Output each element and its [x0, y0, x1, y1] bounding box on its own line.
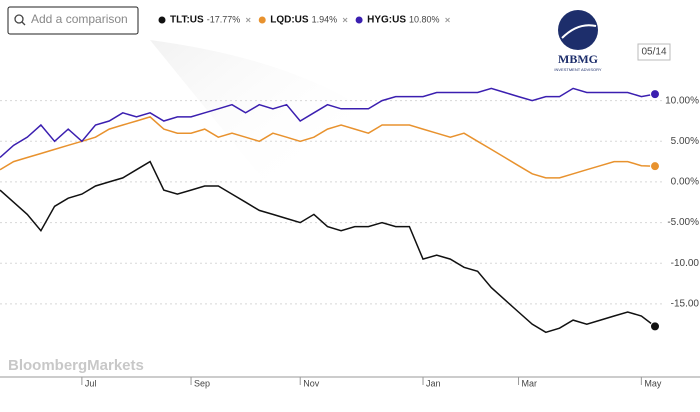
search-box[interactable] [7, 6, 139, 35]
legend-value: 1.94% [312, 14, 338, 24]
x-tick-label: Jul [85, 378, 97, 388]
y-tick-label: -10.00 [671, 258, 700, 269]
watermark: BloombergMarkets [8, 357, 144, 374]
y-tick-label: -15.00 [671, 298, 700, 309]
logo-globe [558, 10, 598, 50]
y-tick-label: 0.00% [671, 177, 699, 188]
date-label: 05/14 [641, 47, 666, 58]
logo-name: MBMG [558, 52, 598, 66]
legend-value: -17.77% [207, 14, 241, 24]
y-tick-label: 5.00% [671, 136, 699, 147]
x-tick-label: Nov [303, 378, 320, 388]
end-dot [650, 321, 660, 332]
legend-name: HYG:US [367, 15, 406, 26]
date-box [637, 43, 671, 61]
legend-dot [355, 16, 363, 24]
x-tick-label: Mar [522, 378, 538, 388]
series-line [0, 116, 656, 179]
y-tick-label: 10.00% [665, 95, 699, 106]
legend-dot [258, 16, 266, 24]
search-icon [21, 21, 26, 26]
logo-swoosh [561, 24, 597, 39]
legend-close[interactable] [445, 17, 450, 23]
legend-dot [158, 16, 166, 24]
search-placeholder[interactable]: Add a comparison [31, 12, 128, 26]
x-tick-label: May [644, 378, 662, 388]
end-dot [650, 89, 660, 100]
logo-tagline: INVESTMENT ADVISORY [554, 67, 602, 72]
legend-name: LQD:US [270, 15, 309, 26]
x-tick-label: Sep [194, 378, 210, 388]
legend-value: 10.80% [409, 14, 440, 24]
series-line [0, 160, 656, 334]
page-curl [150, 40, 440, 260]
x-tick-label: Jan [426, 378, 441, 388]
legend-name: TLT:US [170, 15, 204, 26]
series-line [0, 87, 656, 159]
end-dot [650, 161, 660, 172]
y-tick-label: -5.00% [667, 217, 699, 228]
search-icon [14, 14, 24, 24]
legend-close[interactable] [342, 17, 348, 23]
legend-close[interactable] [245, 17, 251, 23]
